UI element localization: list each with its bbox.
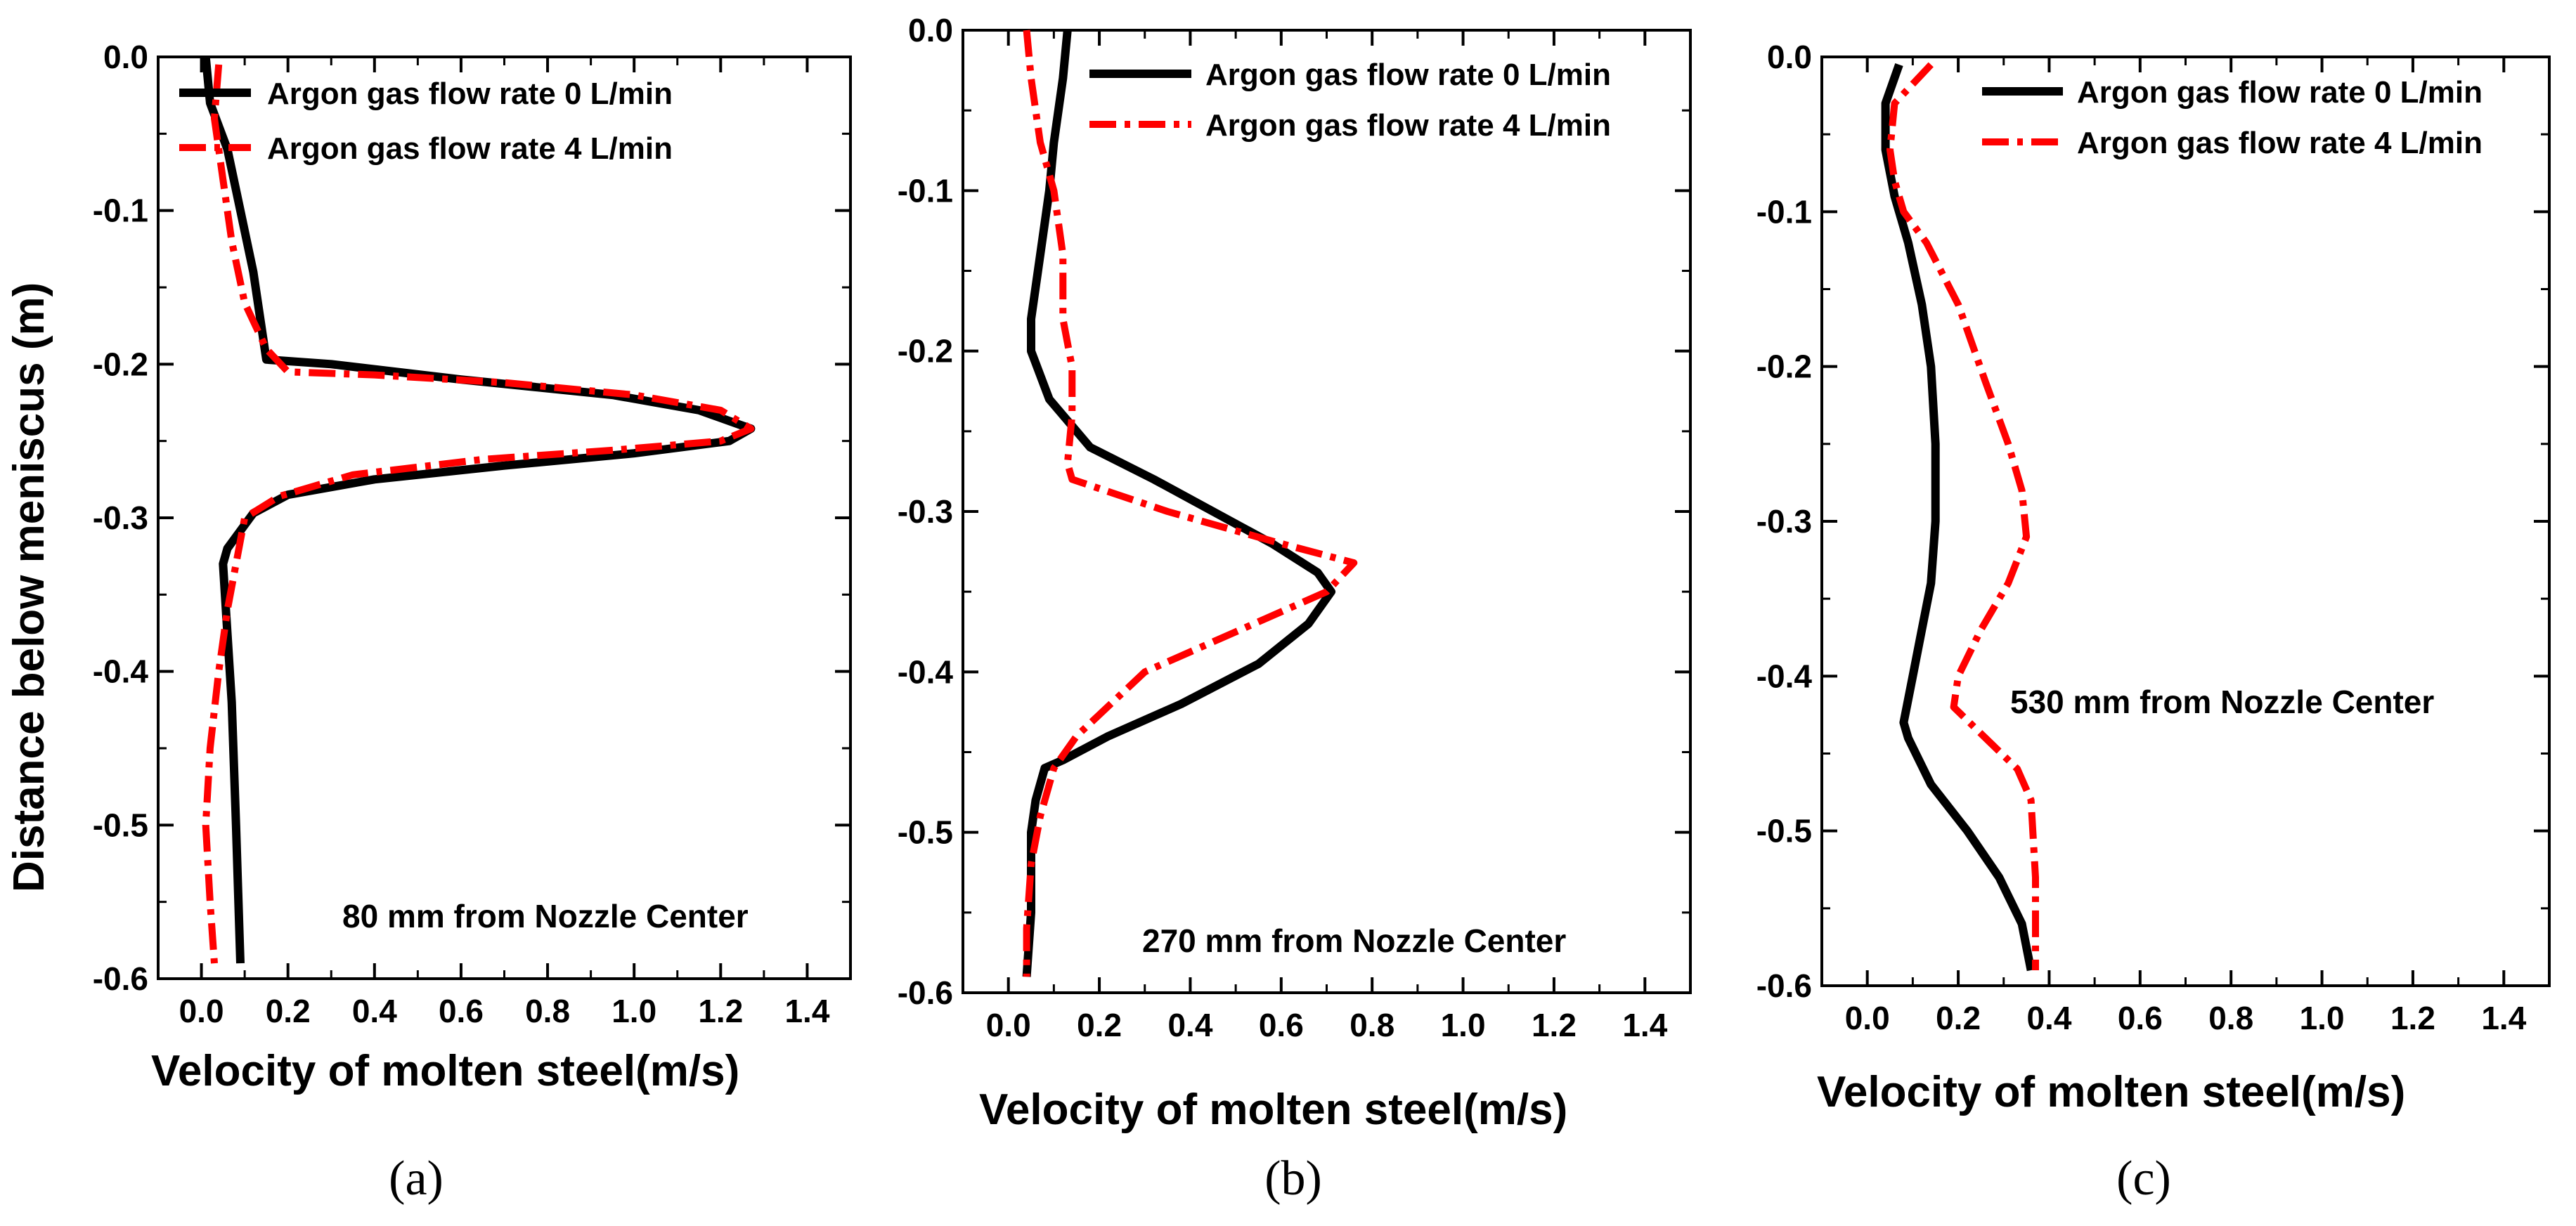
- x-tick-label-a-3: 0.6: [439, 993, 484, 1029]
- series-line-b-0: [1022, 30, 1335, 977]
- caption-c: (c): [2116, 1152, 2171, 1206]
- series-line-a-1: [202, 64, 755, 964]
- plot-frame-b: [962, 29, 1692, 994]
- annotation-a: 80 mm from Nozzle Center: [342, 898, 749, 934]
- panel-a: 0.0 -0.1 -0.2 -0.3 -0.4 -0.5 -0.6 0.0 0.2 0.4 0.6…: [5, 39, 852, 1206]
- x-ticks-b: 0.0 0.2 0.4 0.6 0.8 1.0 1.2 1.4: [962, 30, 1692, 1043]
- y-tick-label-c-2: -0.2: [1756, 348, 1812, 385]
- x-tick-label-c-3: 0.6: [2118, 1000, 2163, 1036]
- legend-label-b-0: Argon gas flow rate 0 L/min: [1205, 58, 1611, 92]
- y-tick-label-a-1: -0.1: [93, 193, 148, 229]
- y-tick-label-a-4: -0.4: [93, 653, 149, 690]
- x-axis-title-a: Velocity of molten steel(m/s): [151, 1047, 739, 1095]
- series-line-c-0: [1881, 63, 2035, 972]
- legend-c: Argon gas flow rate 0 L/min Argon gas fl…: [1982, 75, 2483, 160]
- x-ticks-a: 0.0 0.2 0.4 0.6 0.8 1.0 1.2 1.4: [157, 57, 852, 1029]
- plot-frame-c: [1820, 56, 2551, 987]
- y-tick-label-c-3: -0.3: [1756, 503, 1812, 540]
- y-axis-title-a: Distance below meniscus (m): [5, 282, 53, 892]
- panel-b: 0.0 -0.1 -0.2 -0.3 -0.4 -0.5 -0.6 0.0 0.2 0.4 0.6…: [898, 12, 1692, 1206]
- x-tick-label-a-6: 1.2: [698, 993, 743, 1029]
- series-line-c-1: [1886, 62, 2039, 970]
- x-tick-label-c-7: 1.4: [2481, 1000, 2526, 1036]
- y-tick-label-b-4: -0.4: [898, 653, 954, 690]
- series-layer-c: [1881, 62, 2039, 972]
- series-layer-b: [1022, 30, 1358, 977]
- y-tick-label-b-5: -0.5: [898, 814, 953, 851]
- x-tick-label-c-1: 0.2: [1936, 1000, 1981, 1036]
- x-tick-label-a-7: 1.4: [784, 993, 829, 1029]
- legend-label-a-0: Argon gas flow rate 0 L/min: [267, 77, 673, 111]
- caption-a: (a): [389, 1152, 444, 1206]
- panel-c: 0.0 -0.1 -0.2 -0.3 -0.4 -0.5 -0.6 0.0 0.2 0.4 0.6…: [1756, 39, 2551, 1206]
- legend-label-c-0: Argon gas flow rate 0 L/min: [2077, 75, 2483, 110]
- y-tick-label-b-2: -0.2: [898, 333, 953, 370]
- x-tick-label-b-6: 1.2: [1532, 1007, 1577, 1043]
- legend-a: Argon gas flow rate 0 L/min Argon gas fl…: [179, 77, 673, 166]
- y-tick-label-a-6: -0.6: [93, 960, 148, 997]
- y-tick-label-c-0: 0.0: [1767, 39, 1812, 75]
- y-ticks-a: 0.0 -0.1 -0.2 -0.3 -0.4 -0.5 -0.6: [93, 39, 850, 997]
- x-tick-label-a-1: 0.2: [266, 993, 311, 1029]
- y-tick-label-c-6: -0.6: [1756, 967, 1812, 1004]
- y-tick-label-b-6: -0.6: [898, 974, 953, 1011]
- x-tick-label-a-4: 0.8: [525, 993, 570, 1029]
- x-tick-label-b-5: 1.0: [1441, 1007, 1486, 1043]
- x-axis-title-c: Velocity of molten steel(m/s): [1817, 1068, 2405, 1116]
- legend-b: Argon gas flow rate 0 L/min Argon gas fl…: [1089, 58, 1611, 143]
- y-tick-label-b-1: -0.1: [898, 172, 953, 209]
- x-tick-label-c-5: 1.0: [2300, 1000, 2345, 1036]
- y-tick-label-a-2: -0.2: [93, 346, 148, 382]
- y-tick-label-a-5: -0.5: [93, 807, 148, 843]
- x-tick-label-c-4: 0.8: [2208, 1000, 2253, 1036]
- x-axis-title-b: Velocity of molten steel(m/s): [979, 1085, 1567, 1134]
- x-ticks-c: 0.0 0.2 0.4 0.6 0.8 1.0 1.2 1.4: [1820, 57, 2551, 1036]
- x-tick-label-c-6: 1.2: [2390, 1000, 2435, 1036]
- y-tick-label-b-0: 0.0: [908, 12, 953, 48]
- legend-label-a-1: Argon gas flow rate 4 L/min: [267, 131, 673, 166]
- series-line-a-0: [201, 56, 756, 964]
- x-tick-label-a-0: 0.0: [179, 993, 224, 1029]
- y-tick-label-c-1: -0.1: [1756, 193, 1812, 230]
- caption-b: (b): [1264, 1152, 1322, 1206]
- x-tick-label-b-4: 0.8: [1350, 1007, 1394, 1043]
- y-ticks-c: 0.0 -0.1 -0.2 -0.3 -0.4 -0.5 -0.6: [1756, 39, 2549, 1004]
- plot-frame-a: [157, 56, 852, 980]
- y-ticks-b: 0.0 -0.1 -0.2 -0.3 -0.4 -0.5 -0.6: [898, 12, 1690, 1011]
- series-line-b-1: [1023, 30, 1358, 977]
- x-tick-label-a-5: 1.0: [611, 993, 656, 1029]
- annotation-b: 270 mm from Nozzle Center: [1142, 922, 1566, 959]
- annotation-c: 530 mm from Nozzle Center: [2010, 684, 2434, 720]
- y-tick-label-a-0: 0.0: [103, 39, 148, 75]
- legend-label-c-1: Argon gas flow rate 4 L/min: [2077, 126, 2483, 160]
- x-tick-label-b-2: 0.4: [1167, 1007, 1212, 1043]
- x-tick-label-c-0: 0.0: [1845, 1000, 1890, 1036]
- series-layer-a: [201, 56, 756, 964]
- y-tick-label-c-5: -0.5: [1756, 813, 1812, 849]
- x-tick-label-c-2: 0.4: [2026, 1000, 2071, 1036]
- x-tick-label-a-2: 0.4: [352, 993, 397, 1029]
- y-tick-label-a-3: -0.3: [93, 500, 148, 536]
- x-tick-label-b-3: 0.6: [1259, 1007, 1304, 1043]
- x-tick-label-b-0: 0.0: [986, 1007, 1031, 1043]
- y-tick-label-c-4: -0.4: [1756, 658, 1813, 694]
- y-tick-label-b-3: -0.3: [898, 493, 953, 530]
- x-tick-label-b-1: 0.2: [1077, 1007, 1122, 1043]
- x-tick-label-b-7: 1.4: [1622, 1007, 1667, 1043]
- legend-label-b-1: Argon gas flow rate 4 L/min: [1205, 108, 1611, 143]
